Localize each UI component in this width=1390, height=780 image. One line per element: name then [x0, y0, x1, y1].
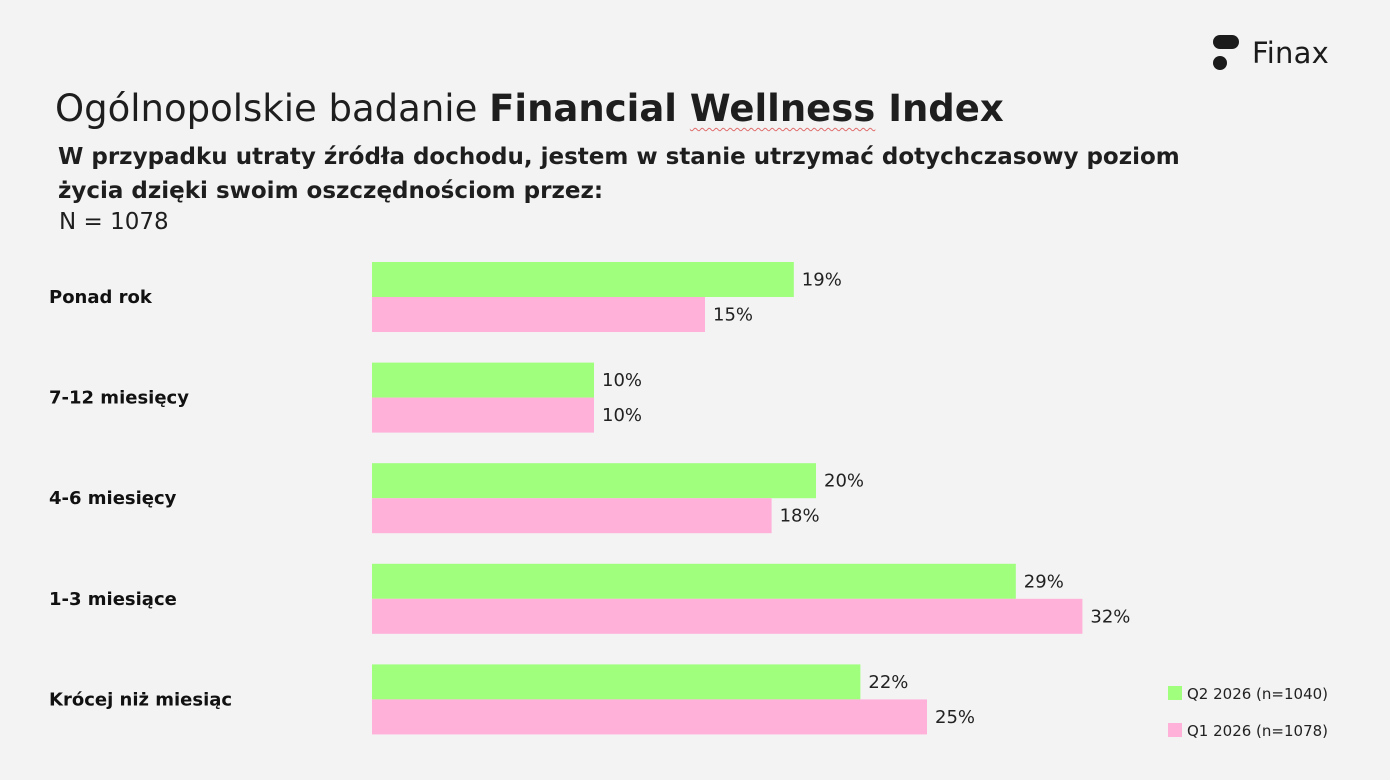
survey-question: W przypadku utraty źródła dochodu, jeste… [58, 144, 1180, 204]
data-label: 25% [935, 707, 975, 728]
page-title: Ogólnopolskie badanie Financial Wellness… [55, 86, 1004, 132]
data-label: 29% [1024, 571, 1064, 592]
data-label: 19% [802, 270, 842, 291]
data-label: 18% [780, 506, 820, 527]
bar [372, 498, 772, 534]
data-label: 22% [868, 672, 908, 693]
title-bold-wellness: Wellness [689, 87, 876, 130]
data-label: 32% [1090, 606, 1130, 627]
title-bold-financial: Financial [489, 87, 690, 130]
data-label: 10% [602, 405, 642, 426]
category-label: Ponad rok [49, 287, 153, 308]
title-regular: Ogólnopolskie badanie [55, 87, 490, 130]
finax-logo-icon [1213, 35, 1239, 70]
category-label: 1-3 miesiące [49, 589, 177, 610]
data-label: 15% [713, 305, 753, 326]
sample-size: N = 1078 [59, 209, 169, 235]
legend-swatch [1168, 686, 1182, 700]
brand-name: Finax [1252, 36, 1329, 70]
bar [372, 262, 794, 297]
legend-label: Q2 2026 (n=1040) [1187, 685, 1328, 703]
legend-swatch [1168, 723, 1182, 737]
bar [372, 362, 594, 398]
data-label: 10% [602, 370, 642, 391]
bar [372, 397, 594, 433]
bar [372, 664, 861, 700]
category-label: 4-6 miesięcy [49, 488, 177, 509]
legend-label: Q1 2026 (n=1078) [1187, 722, 1328, 740]
category-label: 7-12 miesięcy [49, 388, 189, 409]
category-label: Krócej niż miesiąc [49, 689, 232, 710]
bar [372, 463, 816, 499]
finax-logo: Finax [1212, 34, 1329, 72]
bar [372, 297, 705, 332]
data-label: 20% [824, 471, 864, 492]
title-bold-index: Index [875, 87, 1004, 130]
bar [372, 699, 927, 735]
bar [372, 563, 1016, 599]
bar [372, 598, 1083, 634]
